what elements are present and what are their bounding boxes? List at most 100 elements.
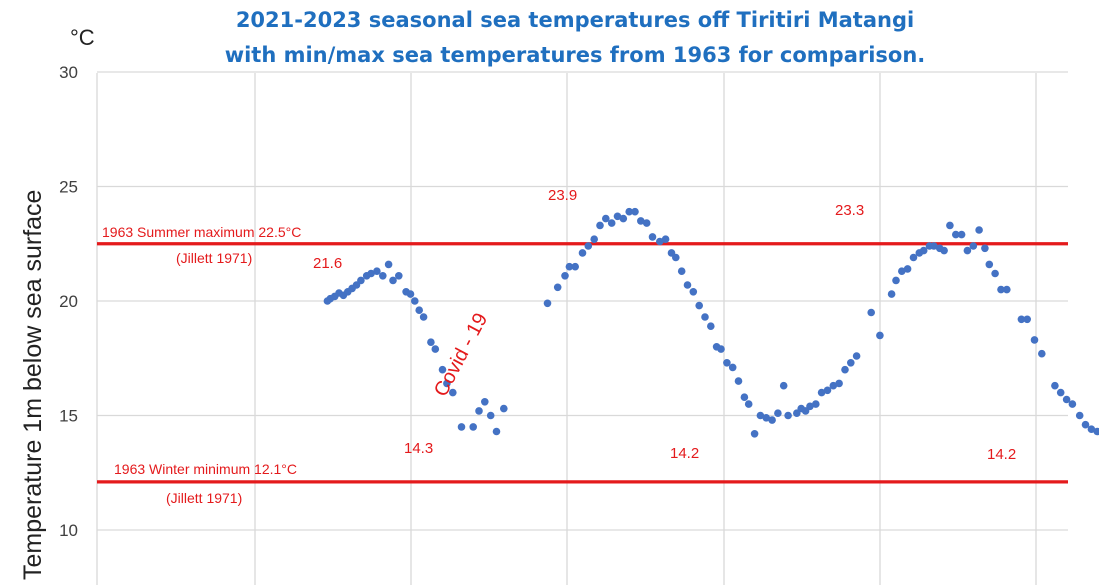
data-point bbox=[607, 219, 616, 227]
data-point bbox=[812, 400, 820, 408]
peak-label: 14.2 bbox=[987, 446, 1016, 463]
data-point bbox=[740, 393, 749, 402]
data-point bbox=[750, 430, 759, 438]
data-point bbox=[395, 272, 403, 280]
data-point bbox=[384, 260, 393, 269]
y-tick-label: 30 bbox=[59, 63, 78, 82]
data-point bbox=[1023, 315, 1031, 324]
data-point bbox=[449, 388, 457, 397]
data-point bbox=[1017, 315, 1026, 324]
data-point bbox=[701, 313, 709, 321]
data-point bbox=[1003, 285, 1011, 294]
data-point bbox=[903, 265, 912, 273]
data-point bbox=[481, 398, 489, 406]
data-point bbox=[817, 388, 826, 397]
data-point bbox=[431, 345, 440, 353]
chart-title-line2: with min/max sea temperatures from 1963 … bbox=[225, 43, 926, 67]
data-point bbox=[695, 301, 703, 310]
peak-label: 23.3 bbox=[835, 202, 864, 219]
data-point bbox=[774, 409, 782, 418]
data-point bbox=[940, 246, 948, 255]
data-point bbox=[835, 379, 843, 388]
data-point bbox=[602, 214, 610, 223]
data-point bbox=[500, 404, 508, 413]
data-point bbox=[829, 381, 838, 390]
data-point bbox=[963, 246, 972, 255]
data-point bbox=[919, 246, 928, 255]
data-point bbox=[892, 276, 900, 285]
data-point bbox=[637, 217, 645, 225]
data-point bbox=[898, 267, 906, 276]
y-axis-unit: °C bbox=[70, 25, 95, 50]
data-point bbox=[806, 402, 814, 411]
data-point bbox=[1056, 388, 1065, 397]
data-point bbox=[784, 411, 792, 420]
data-point bbox=[373, 267, 381, 276]
data-point bbox=[672, 253, 680, 262]
data-point bbox=[642, 219, 651, 227]
covid-annotation: Covid - 19 bbox=[430, 310, 492, 401]
data-point bbox=[887, 290, 896, 298]
data-point bbox=[619, 214, 628, 223]
data-point bbox=[584, 242, 593, 250]
data-point bbox=[823, 386, 832, 395]
peak-label: 23.9 bbox=[548, 187, 577, 204]
data-point bbox=[683, 281, 692, 289]
data-point bbox=[707, 322, 715, 331]
data-point bbox=[991, 269, 999, 278]
data-point bbox=[613, 212, 622, 221]
y-axis-label: Temperature 1m below sea surface bbox=[19, 190, 47, 580]
data-point bbox=[411, 297, 419, 305]
data-point bbox=[876, 331, 884, 340]
data-point bbox=[768, 416, 776, 424]
data-point bbox=[571, 262, 579, 271]
data-point bbox=[756, 411, 765, 420]
data-point bbox=[689, 288, 698, 296]
data-point bbox=[957, 230, 966, 239]
data-point bbox=[1062, 395, 1071, 404]
data-point bbox=[590, 235, 598, 243]
data-point bbox=[744, 400, 753, 408]
gridlines bbox=[96, 71, 1068, 585]
data-point bbox=[762, 414, 770, 422]
data-point bbox=[1087, 425, 1096, 434]
reference-line-label: 1963 Winter minimum 12.1°C bbox=[114, 461, 297, 477]
y-tick-label: 10 bbox=[59, 521, 78, 540]
data-point bbox=[389, 276, 397, 285]
reference-line-source: (Jillett 1971) bbox=[166, 490, 242, 506]
data-point bbox=[779, 381, 788, 390]
data-points bbox=[323, 207, 1099, 438]
data-point bbox=[1038, 349, 1046, 358]
data-point bbox=[443, 379, 451, 388]
data-point bbox=[841, 365, 849, 374]
data-point bbox=[985, 260, 994, 269]
reference-line-label: 1963 Summer maximum 22.5°C bbox=[102, 224, 301, 240]
peak-labels: 21.6 14.3 23.9 14.2 23.3 14.2 bbox=[313, 187, 1016, 463]
data-point bbox=[469, 423, 478, 431]
data-point bbox=[656, 237, 664, 246]
data-point bbox=[975, 226, 983, 234]
data-point bbox=[969, 242, 978, 250]
data-point bbox=[867, 308, 875, 317]
data-point bbox=[1093, 427, 1099, 436]
data-point bbox=[457, 423, 466, 431]
data-point bbox=[909, 253, 918, 262]
data-point bbox=[367, 269, 375, 278]
data-point bbox=[578, 249, 587, 257]
data-point bbox=[717, 345, 725, 353]
data-point bbox=[946, 221, 954, 230]
reference-line-source: (Jillett 1971) bbox=[176, 250, 252, 266]
reference-lines: 1963 Summer maximum 22.5°C (Jillett 1971)… bbox=[97, 224, 1068, 506]
data-point bbox=[1030, 336, 1039, 344]
data-point bbox=[486, 411, 495, 420]
y-tick-label: 15 bbox=[59, 407, 78, 426]
peak-label: 14.3 bbox=[404, 440, 433, 457]
data-point bbox=[1068, 400, 1077, 408]
data-point bbox=[661, 235, 670, 243]
data-point bbox=[438, 365, 447, 374]
data-point bbox=[379, 272, 387, 280]
data-point bbox=[981, 244, 989, 253]
data-point bbox=[565, 262, 574, 271]
data-point bbox=[419, 313, 428, 321]
